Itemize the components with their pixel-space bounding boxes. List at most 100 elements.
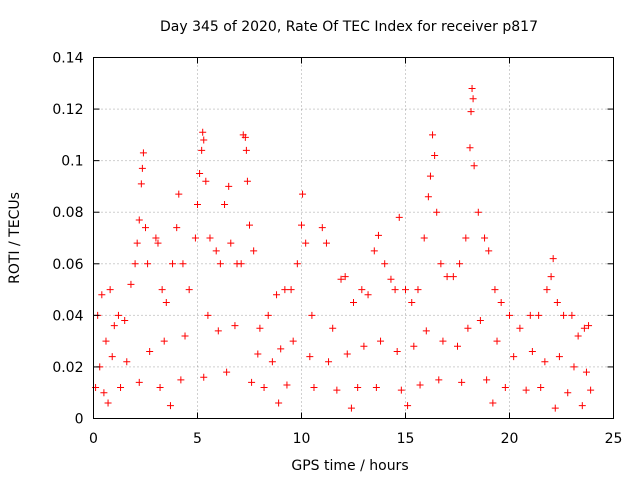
data-point <box>347 404 355 412</box>
data-point <box>191 234 199 242</box>
x-tick-label: 25 <box>605 431 623 447</box>
data-point <box>104 399 112 407</box>
y-tick-label: 0.1 <box>61 154 83 170</box>
chart-title: Day 345 of 2020, Rate Of TEC Index for r… <box>160 19 538 35</box>
data-point <box>354 384 362 392</box>
y-tick-label: 0.14 <box>52 51 83 67</box>
data-point <box>564 389 572 397</box>
data-point <box>483 376 491 384</box>
data-point <box>497 298 505 306</box>
data-point <box>256 324 264 332</box>
data-point <box>246 221 253 229</box>
data-point <box>123 358 131 366</box>
data-point <box>225 182 233 190</box>
data-point <box>456 260 464 268</box>
data-point <box>138 164 146 172</box>
data-point <box>464 324 472 332</box>
data-point <box>537 384 545 392</box>
data-point <box>350 298 357 306</box>
data-point <box>131 260 139 268</box>
data-point <box>302 239 310 247</box>
x-tick-label: 10 <box>293 431 311 447</box>
data-point <box>358 286 366 294</box>
y-axis-label: ROTI / TECUs <box>7 192 23 284</box>
data-point <box>397 386 405 394</box>
data-point <box>310 384 318 392</box>
data-point <box>185 286 193 294</box>
data-point <box>166 402 174 410</box>
y-tick-label: 0.04 <box>52 308 83 324</box>
data-point <box>154 239 162 247</box>
data-point <box>177 376 185 384</box>
data-point <box>287 286 295 294</box>
data-point <box>237 260 245 268</box>
data-point <box>467 108 475 116</box>
data-point <box>416 381 424 389</box>
data-points <box>92 84 595 412</box>
data-point <box>454 342 461 350</box>
x-axis-label: GPS time / hours <box>291 458 408 474</box>
data-point <box>541 358 549 366</box>
data-point <box>402 286 409 294</box>
data-point <box>146 347 154 355</box>
x-tick-label: 20 <box>501 431 519 447</box>
data-point <box>299 190 307 198</box>
data-point <box>433 208 441 216</box>
data-point <box>489 399 497 407</box>
data-point <box>555 353 563 361</box>
data-point <box>179 260 187 268</box>
data-point <box>214 327 222 335</box>
data-point <box>156 384 164 392</box>
data-point <box>175 190 183 198</box>
data-point <box>162 298 170 306</box>
data-point <box>117 384 125 392</box>
data-point <box>374 231 382 239</box>
data-point <box>223 368 231 376</box>
data-point <box>551 404 559 412</box>
data-point <box>337 275 345 283</box>
data-point <box>100 389 108 397</box>
plot-frame <box>93 57 614 419</box>
data-point <box>574 332 582 340</box>
data-point <box>277 345 285 353</box>
data-point <box>526 311 534 319</box>
data-point <box>127 280 135 288</box>
axis-ticks: 0 5 10 15 20 25 0 0.02 0.04 0.06 0.08 0.1 0.12 0.14 <box>52 51 622 448</box>
data-point <box>254 350 262 358</box>
data-point <box>206 234 214 242</box>
data-point <box>510 353 518 361</box>
data-point <box>231 322 239 330</box>
data-point <box>393 347 401 355</box>
data-point <box>408 298 416 306</box>
data-point <box>470 162 478 170</box>
data-point <box>458 378 466 386</box>
data-point <box>370 247 378 255</box>
data-point <box>587 386 595 394</box>
data-point <box>275 399 283 407</box>
data-point <box>318 224 326 232</box>
data-point <box>121 317 129 325</box>
data-point <box>580 324 588 332</box>
y-tick-label: 0.12 <box>52 102 83 118</box>
data-point <box>181 332 189 340</box>
data-point <box>474 208 482 216</box>
data-point <box>196 170 204 178</box>
y-tick-label: 0.06 <box>52 257 83 273</box>
data-point <box>404 402 412 410</box>
data-point <box>410 342 418 350</box>
data-point <box>420 234 428 242</box>
data-point <box>248 378 256 386</box>
x-tick-label: 0 <box>89 431 98 447</box>
data-point <box>243 177 251 185</box>
data-point <box>506 311 513 319</box>
data-point <box>216 260 224 268</box>
data-point <box>114 311 122 319</box>
data-point <box>106 286 114 294</box>
data-point <box>439 337 447 345</box>
data-point <box>547 273 555 281</box>
data-point <box>108 353 116 361</box>
data-point <box>212 247 220 255</box>
data-point <box>481 234 489 242</box>
data-point <box>443 273 451 281</box>
data-point <box>298 221 305 229</box>
